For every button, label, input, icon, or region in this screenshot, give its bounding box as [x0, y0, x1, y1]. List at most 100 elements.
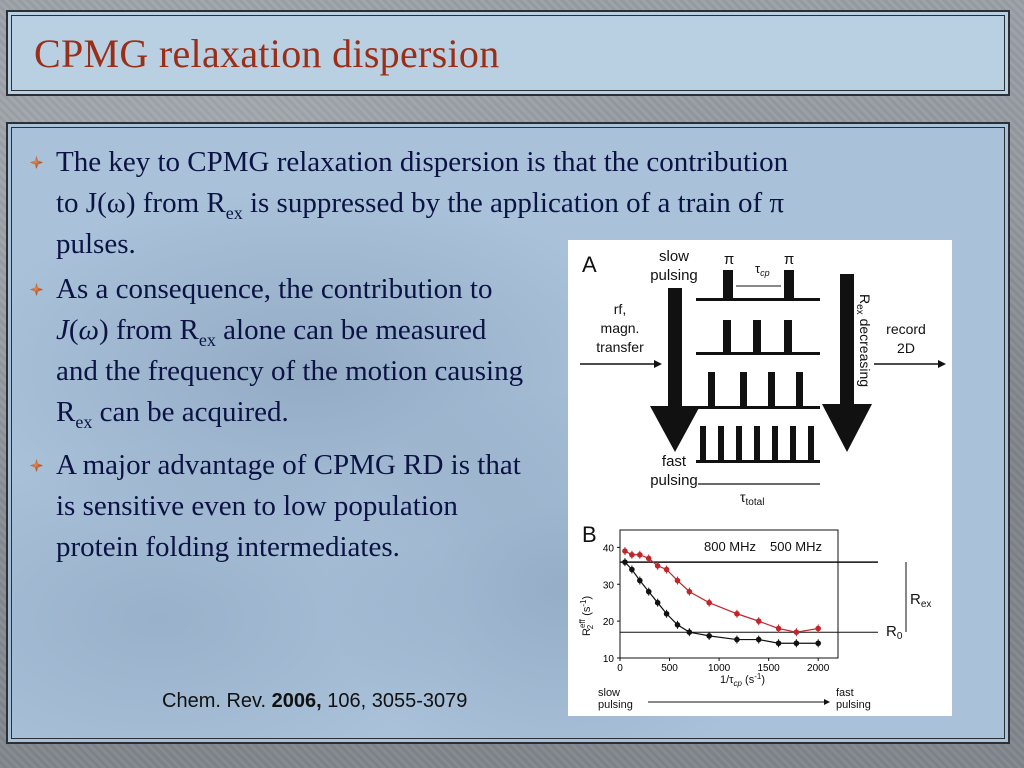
bullet-icon: [30, 459, 43, 472]
rex-decreasing-label: Rex decreasing: [854, 294, 873, 387]
data-point: [645, 555, 652, 562]
bullet-2-text-a: As a consequence, the contribution to: [56, 273, 493, 305]
record-2d-label: 2D: [897, 340, 915, 356]
citation-journal: Chem. Rev.: [162, 690, 272, 712]
y-tick-label: 40: [603, 543, 615, 554]
right-arrow-shaft: [840, 274, 854, 406]
data-point: [686, 629, 693, 635]
record-label: record: [886, 321, 926, 337]
pi-label-right: π: [784, 251, 794, 268]
cpmg-figure: A slow pulsing rf, magn. transfer fast p…: [568, 240, 952, 716]
bullet-2-sub2: ex: [75, 411, 93, 432]
bullet-2-text-b: ) from R: [99, 314, 199, 346]
data-point: [706, 599, 712, 606]
data-point: [645, 588, 652, 595]
b-slow-2: pulsing: [598, 699, 633, 711]
dispersion-chart: 10 20 30 40 0 500 1000 1500 2000: [603, 529, 878, 674]
slow-pulsing-label-2: pulsing: [650, 267, 698, 284]
slow-pulsing-label-1: slow: [659, 248, 689, 265]
x-tick-label: 1500: [758, 663, 781, 674]
data-point: [686, 588, 693, 595]
transfer-label: transfer: [596, 339, 644, 355]
citation-rest: 106, 3055-3079: [321, 690, 468, 712]
bullet-2-sub: ex: [198, 329, 216, 350]
bullet-item-1: The key to CPMG relaxation dispersion is…: [30, 142, 796, 265]
bullet-2-text-d: can be acquired.: [92, 396, 289, 428]
data-point: [674, 577, 681, 584]
bullet-2-text-c: alone can be measured and the frequency …: [56, 314, 524, 428]
data-point: [654, 599, 661, 606]
panel-b-label: B: [582, 522, 597, 547]
y-axis-label: Reff2 (s-1): [578, 596, 595, 636]
panel-a-label: A: [582, 252, 597, 277]
y-tick-label: 30: [603, 580, 615, 591]
data-point: [755, 618, 762, 624]
bullet-item-3: A major advantage of CPMG RD is that is …: [30, 445, 526, 568]
citation: Chem. Rev. 2006, 106, 3055-3079: [162, 690, 467, 713]
series-curve-800: [624, 550, 819, 633]
bullet-1-sub: ex: [225, 202, 243, 223]
data-point: [654, 563, 661, 569]
pulse-train-3: [696, 372, 820, 409]
b-fast-2: pulsing: [836, 699, 871, 711]
x-tick-label: 1000: [708, 663, 731, 674]
data-point: [815, 640, 821, 647]
bullet-1-pi: π: [769, 187, 785, 219]
data-point: [622, 559, 628, 565]
plot-frame: [619, 529, 839, 659]
bullet-2-paren: (: [68, 314, 79, 346]
bullet-1-text-a: The key to CPMG relaxation dispersion is…: [56, 146, 789, 219]
data-point: [734, 610, 740, 617]
output-arrowhead: [938, 360, 946, 368]
citation-year: 2006,: [271, 690, 322, 712]
pulse-train-1: [696, 270, 820, 301]
figure-svg: A slow pulsing rf, magn. transfer fast p…: [578, 248, 946, 711]
x-tick-label: 0: [617, 663, 623, 674]
legend-800: 800 MHz: [704, 539, 756, 554]
data-point: [755, 636, 762, 643]
data-point: [793, 629, 800, 635]
pulse-train-2: [696, 320, 820, 355]
bullet-2-j: J: [56, 314, 69, 346]
data-point: [663, 566, 670, 573]
data-point: [629, 551, 635, 558]
fast-pulsing-label-2: pulsing: [650, 472, 698, 489]
data-point: [706, 633, 712, 639]
y-tick-label: 20: [603, 617, 615, 628]
data-point: [637, 577, 643, 584]
data-point: [775, 640, 782, 647]
slide-title: CPMG relaxation dispersion: [34, 31, 500, 76]
rex-label: Rex: [910, 591, 931, 610]
magn-label: magn.: [601, 320, 640, 336]
pulse-train-4: [696, 426, 820, 463]
tau-total-label: τtotal: [740, 489, 764, 508]
fast-pulsing-label-1: fast: [662, 453, 687, 470]
bullet-icon: [30, 156, 43, 169]
data-point: [674, 622, 681, 628]
x-tick-label: 2000: [807, 663, 830, 674]
b-pulsing-arrowhead: [824, 699, 830, 705]
bullet-1-text-d: pulses.: [56, 228, 136, 260]
pi-label-left: π: [724, 251, 734, 268]
right-arrow-head: [822, 404, 872, 452]
x-axis-label: 1/τcp (s-1): [720, 672, 765, 688]
y-tick-label: 10: [603, 654, 615, 665]
bullet-1-text-c: is suppressed by the application of a tr…: [242, 187, 770, 219]
data-point: [793, 640, 800, 647]
bullet-2-omega: ω: [78, 314, 100, 346]
b-fast-1: fast: [836, 687, 854, 699]
title-panel: CPMG relaxation dispersion: [6, 10, 1010, 96]
input-arrowhead: [654, 360, 662, 368]
bullet-3-text: A major advantage of CPMG RD is that is …: [56, 449, 521, 563]
legend-500: 500 MHz: [770, 539, 822, 554]
data-point: [663, 610, 670, 617]
bullet-icon: [30, 283, 43, 296]
data-point: [637, 551, 643, 558]
data-point: [629, 566, 635, 573]
data-point: [734, 636, 740, 643]
bullet-1-omega: ω: [106, 187, 126, 219]
x-tick-label: 500: [661, 663, 678, 674]
bullet-1-text-b: ) from R: [125, 187, 226, 219]
tau-cp-label: τcp: [755, 261, 770, 278]
left-arrow-shaft: [668, 288, 682, 408]
